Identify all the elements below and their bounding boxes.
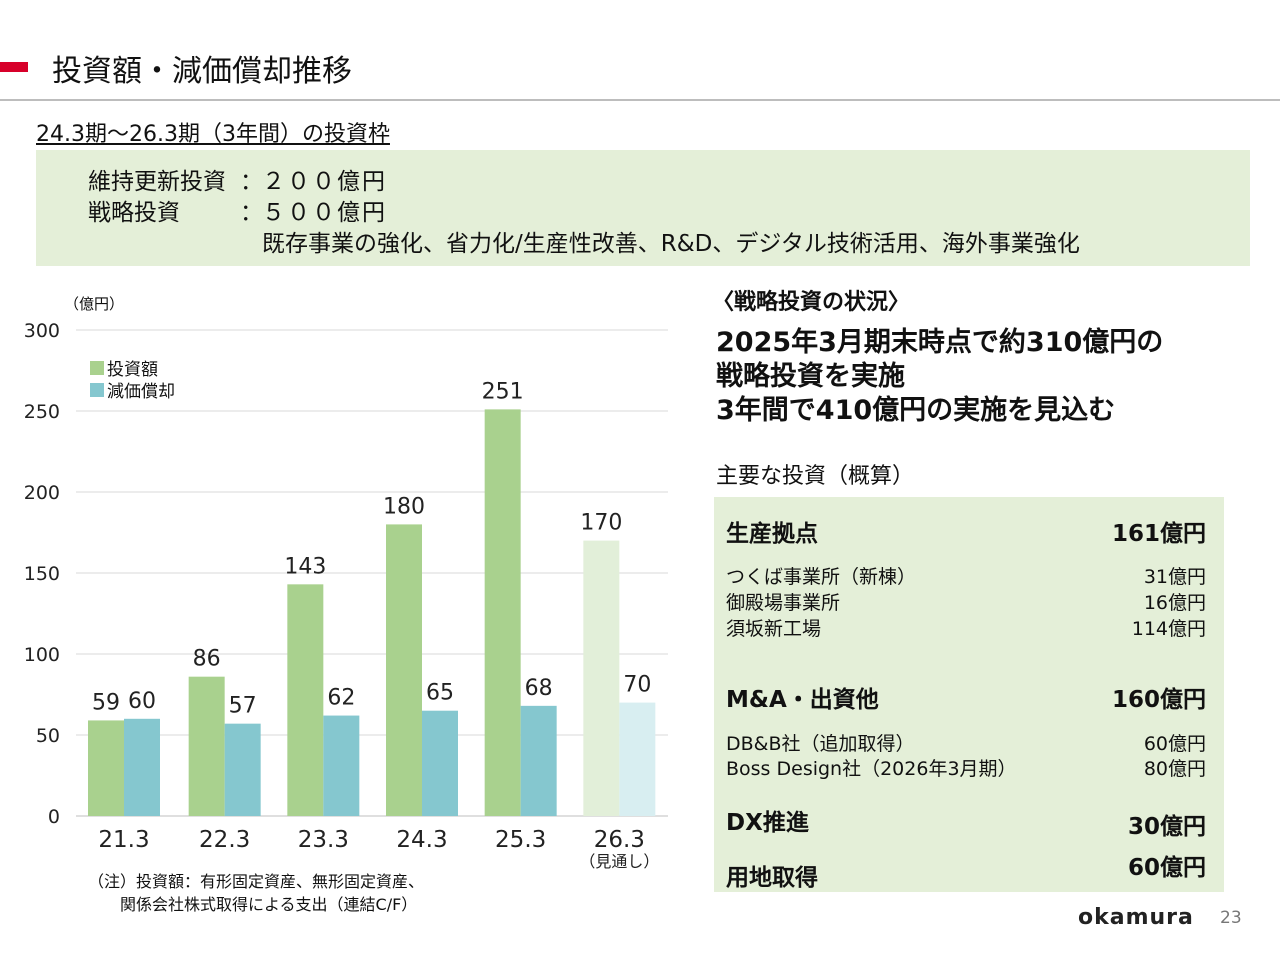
data-label: 251 (482, 379, 524, 404)
title-accent-bar (0, 62, 28, 72)
item-value: 114億円 (1131, 618, 1206, 640)
investment-item: Boss Design社（2026年3月期） 80億円 (726, 754, 1206, 784)
y-tick-label: 50 (36, 725, 60, 747)
x-tick-label: 26.3 (594, 827, 645, 853)
investment-category: 生産拠点 161億円 (726, 514, 1206, 547)
item-label: 御殿場事業所 (726, 592, 841, 614)
strategic-amount: ５００億円 (262, 200, 387, 226)
investment-category: 用地取得 60億円 (726, 848, 1206, 891)
bar-depreciation (422, 710, 458, 816)
data-label: 180 (383, 494, 425, 519)
x-tick-label: 22.3 (199, 827, 250, 853)
category-value: 30億円 (1127, 814, 1206, 840)
page-title: 投資額・減価償却推移 (52, 54, 352, 89)
item-value: 60億円 (1143, 733, 1206, 755)
data-label: 143 (284, 554, 326, 579)
category-label: DX推進 (726, 810, 809, 836)
bar-investment (88, 720, 124, 816)
bar-depreciation (619, 702, 656, 816)
main-investments-heading: 主要な投資（概算） (716, 464, 915, 489)
strategic-areas: 既存事業の強化、省力化/生産性改善、R&D、デジタル技術活用、海外事業強化 (262, 231, 1080, 257)
maintenance-separator: ： (240, 169, 263, 195)
item-label: つくば事業所（新棟） (726, 566, 917, 588)
investment-item: 須坂新工場 114億円 (726, 614, 1206, 644)
bar-investment (287, 584, 324, 816)
chart-note-line-2: 関係会社株式取得による支出（連結C/F） (88, 895, 418, 914)
category-label: M&A・出資他 (726, 687, 879, 713)
investment-depreciation-chart: （億円） 0 50 100 150 200 250 300 59 60 21.3 86 57 22.3 14… (24, 295, 668, 871)
y-tick-label: 300 (24, 320, 60, 342)
y-unit-label: （億円） (64, 295, 124, 313)
category-label: 用地取得 (726, 865, 818, 891)
company-logo: okamura (1078, 905, 1194, 930)
data-label: 57 (229, 694, 257, 719)
investment-category: DX推進 30億円 (726, 803, 1206, 840)
x-tick-note: （見通し） (579, 852, 659, 871)
status-line-2: 戦略投資を実施 (716, 361, 905, 392)
status-heading: 〈戦略投資の状況〉 (712, 290, 911, 315)
strategic-label: 戦略投資 (88, 200, 180, 226)
status-line-1: 2025年3月期末時点で約310億円の (716, 327, 1164, 358)
main-investments-box (714, 497, 1224, 892)
item-value: 31億円 (1143, 566, 1206, 588)
y-tick-label: 100 (24, 644, 60, 666)
x-tick-label: 24.3 (396, 827, 447, 853)
chart-note-line-1: （注）投資額：有形固定資産、無形固定資産、 (88, 872, 425, 891)
page-number: 23 (1220, 908, 1242, 928)
bar-investment (484, 409, 521, 816)
y-tick-label: 150 (24, 563, 60, 585)
maintenance-label: 維持更新投資 (88, 169, 226, 195)
data-label: 59 (92, 690, 120, 715)
data-label: 65 (426, 681, 454, 706)
bar-investment (583, 540, 620, 816)
framework-box (36, 150, 1250, 266)
item-value: 80億円 (1143, 758, 1206, 780)
framework-heading: 24.3期～26.3期（3年間）の投資枠 (36, 122, 390, 147)
category-value: 161億円 (1111, 521, 1206, 547)
status-line-3: 3年間で410億円の実施を見込む (716, 395, 1116, 426)
bar-depreciation (124, 718, 160, 816)
y-tick-label: 0 (48, 806, 60, 828)
x-tick-label: 21.3 (98, 827, 149, 853)
item-label: Boss Design社（2026年3月期） (726, 758, 1017, 780)
data-label: 60 (128, 689, 156, 714)
strategic-separator: ： (240, 200, 263, 226)
category-value: 60億円 (1127, 855, 1206, 881)
bar-depreciation (520, 705, 557, 816)
data-label: 70 (623, 673, 651, 698)
maintenance-amount: ２００億円 (262, 169, 387, 195)
legend-swatch (90, 383, 104, 397)
item-label: DB&B社（追加取得） (726, 733, 915, 755)
data-label: 68 (525, 676, 553, 701)
x-tick-label: 23.3 (298, 827, 349, 853)
legend-label: 減価償却 (107, 382, 175, 402)
category-value: 160億円 (1111, 687, 1206, 713)
bar-investment (386, 524, 422, 816)
investment-item: DB&B社（追加取得） 60億円 (726, 729, 1206, 759)
category-label: 生産拠点 (726, 521, 818, 547)
bar-depreciation (323, 715, 360, 816)
title-divider (0, 99, 1280, 101)
bar-investment (188, 676, 225, 816)
item-value: 16億円 (1143, 592, 1206, 614)
y-tick-label: 250 (24, 401, 60, 423)
data-label: 170 (580, 511, 622, 536)
legend-label: 投資額 (107, 360, 158, 380)
data-label: 86 (193, 647, 221, 672)
investment-item: 御殿場事業所 16億円 (726, 588, 1206, 618)
bar-depreciation (224, 723, 261, 816)
x-tick-label: 25.3 (495, 827, 546, 853)
legend-swatch (90, 361, 104, 375)
item-label: 須坂新工場 (726, 618, 822, 640)
y-tick-label: 200 (24, 482, 60, 504)
data-label: 62 (327, 686, 355, 711)
investment-category: M&A・出資他 160億円 (726, 680, 1206, 713)
investment-item: つくば事業所（新棟） 31億円 (726, 562, 1206, 592)
